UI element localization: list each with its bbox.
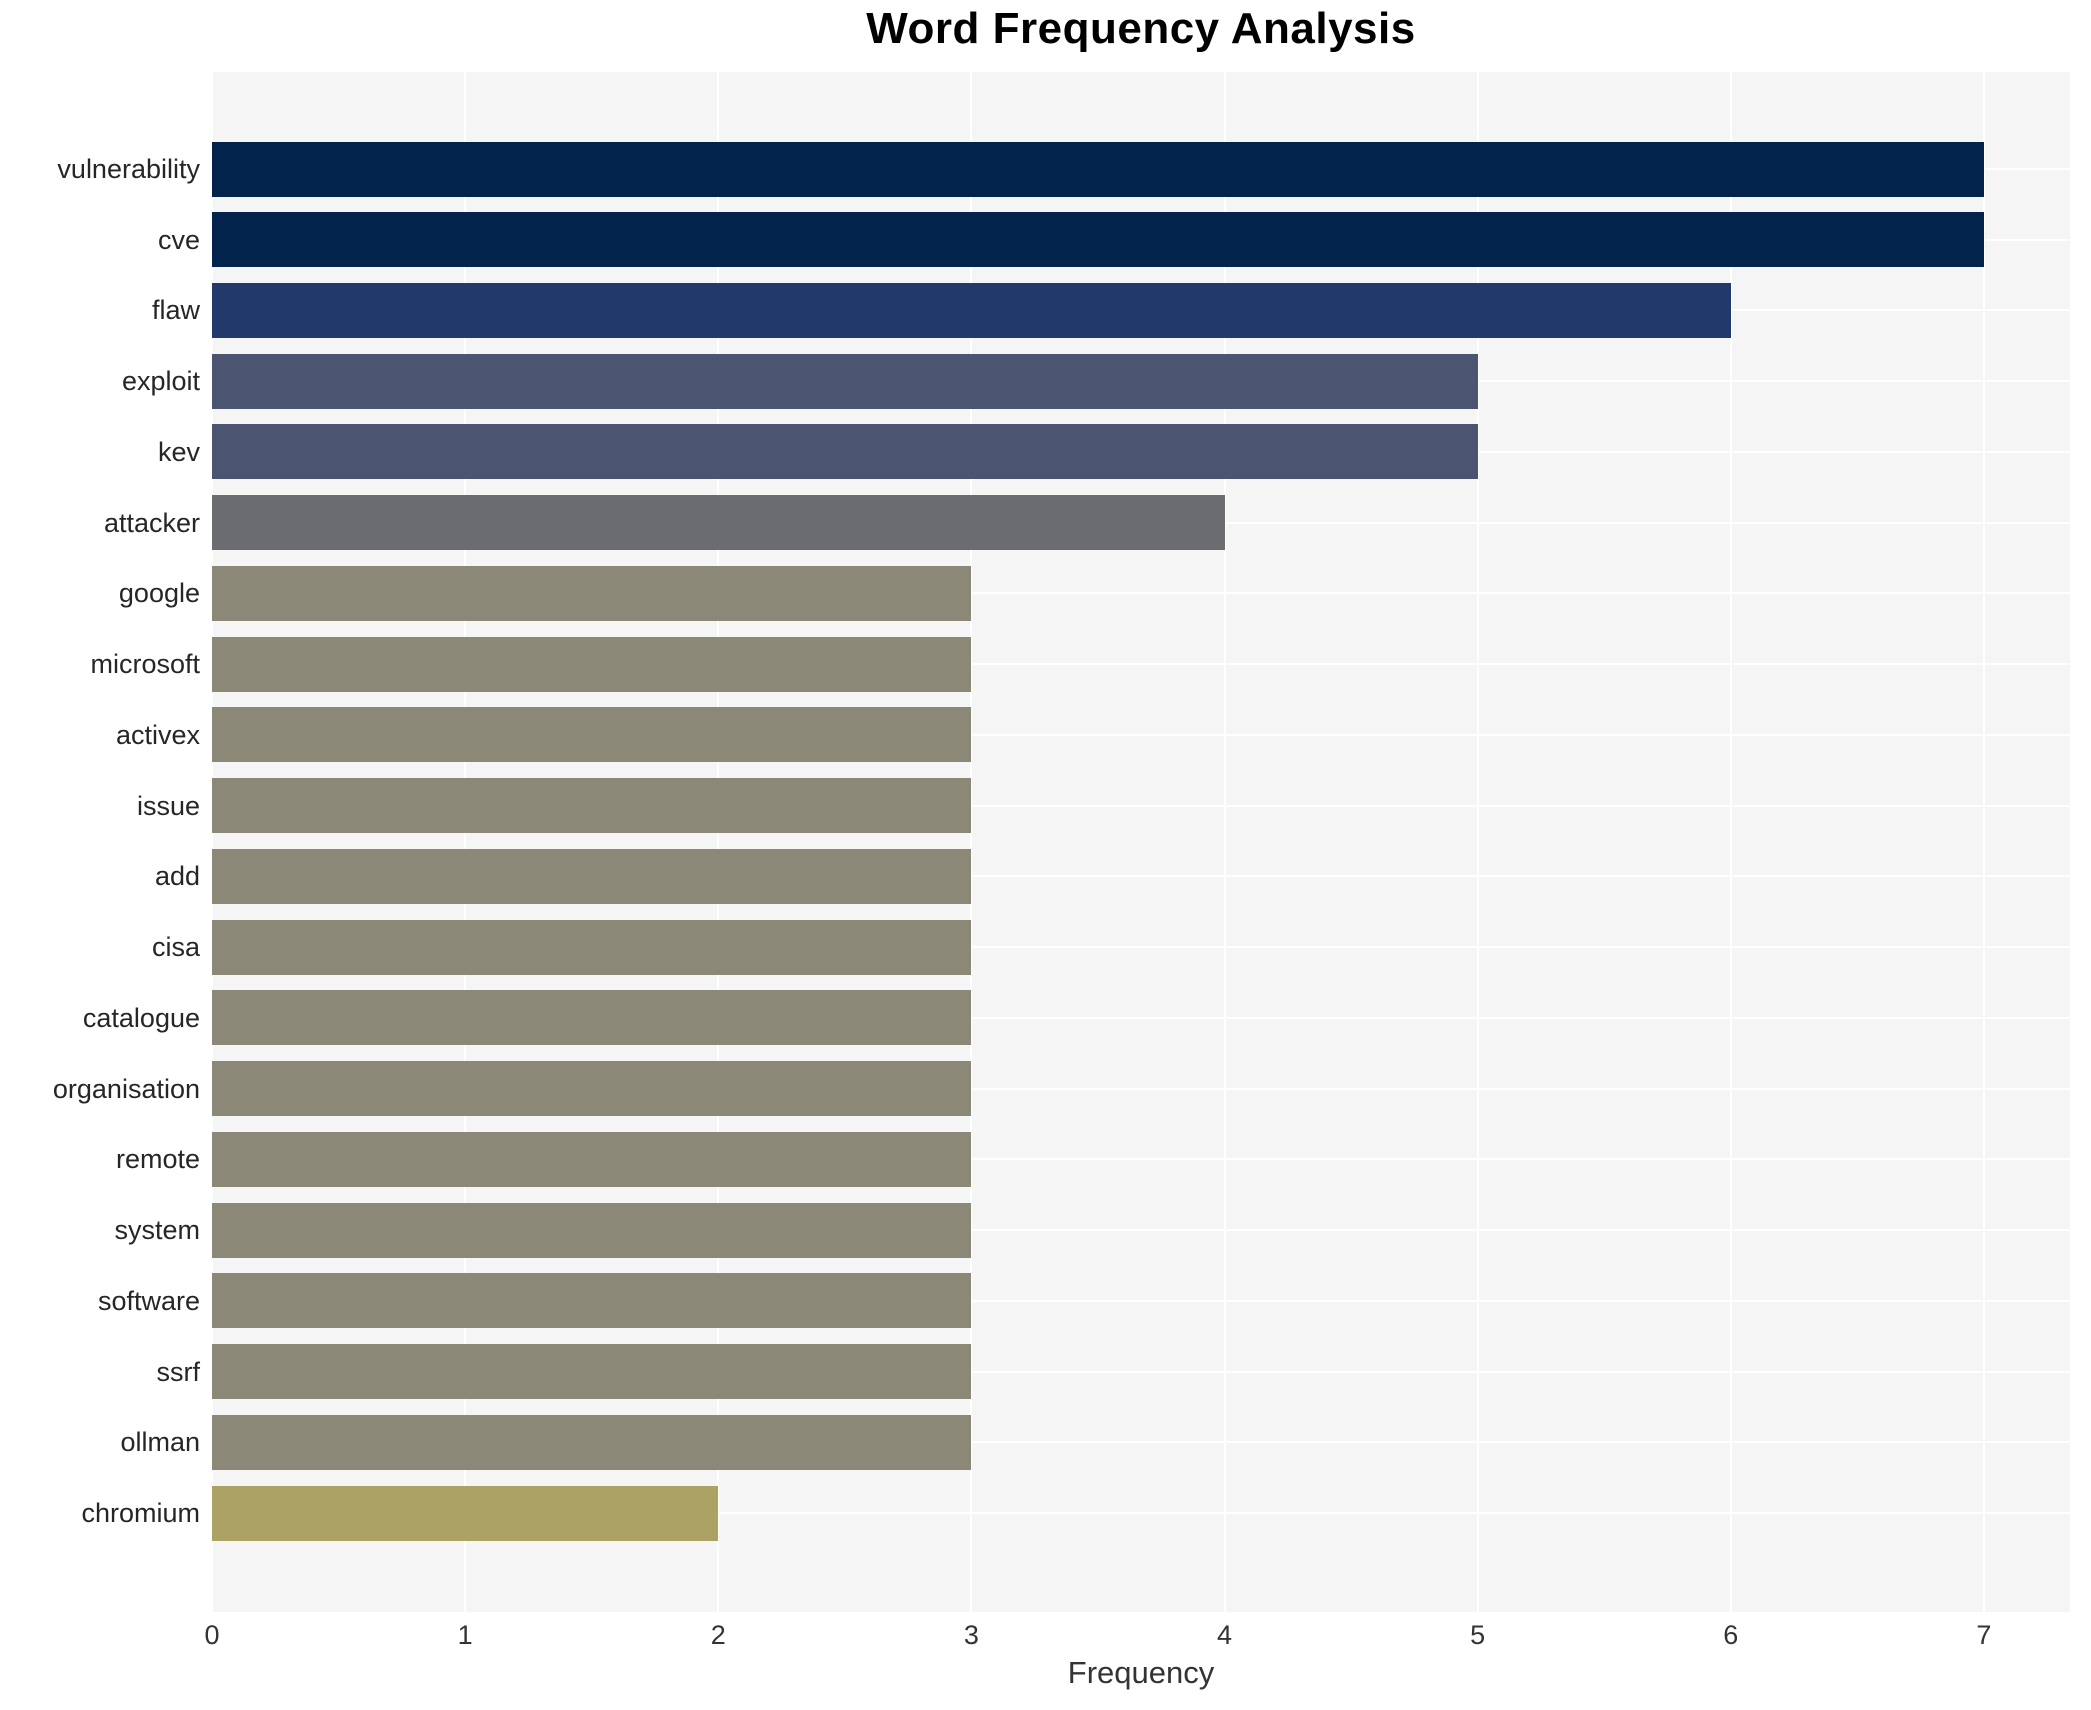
bar-software xyxy=(212,1273,972,1329)
y-tick-label-activex: activex xyxy=(115,719,200,750)
vertical-gridline xyxy=(717,72,720,1612)
y-tick-label-exploit: exploit xyxy=(121,366,200,397)
bar-attacker xyxy=(212,495,1225,551)
chart-title: Word Frequency Analysis xyxy=(866,4,1416,53)
y-tick-label-cisa: cisa xyxy=(151,932,200,963)
y-tick-label-add: add xyxy=(154,861,200,892)
y-tick-label-system: system xyxy=(114,1215,200,1246)
x-axis-label: Frequency xyxy=(1067,1655,1215,1690)
bar-cisa xyxy=(212,919,972,975)
horizontal-gridline xyxy=(212,1370,2070,1373)
horizontal-gridline xyxy=(212,875,2070,878)
x-tick-label-7: 7 xyxy=(1976,1620,1992,1650)
vertical-gridline xyxy=(1476,72,1479,1612)
bar-activex xyxy=(212,707,972,763)
horizontal-gridline xyxy=(212,1299,2070,1302)
y-tick-label-attacker: attacker xyxy=(103,507,200,538)
bar-exploit xyxy=(212,353,1478,409)
vertical-gridline xyxy=(1982,72,1985,1612)
y-tick-label-flaw: flaw xyxy=(151,295,200,326)
bar-catalogue xyxy=(212,990,972,1046)
y-tick-label-kev: kev xyxy=(157,436,200,467)
bar-vulnerability xyxy=(212,141,1984,197)
bar-cve xyxy=(212,212,1984,268)
bar-system xyxy=(212,1202,972,1258)
horizontal-gridline xyxy=(212,1229,2070,1232)
plot-area xyxy=(212,72,2070,1612)
x-tick-label-6: 6 xyxy=(1723,1620,1739,1650)
x-tick-label-4: 4 xyxy=(1217,1620,1233,1650)
vertical-gridline xyxy=(1223,72,1226,1612)
y-tick-label-ssrf: ssrf xyxy=(156,1356,201,1387)
horizontal-gridline xyxy=(212,592,2070,595)
y-tick-label-google: google xyxy=(118,578,200,609)
horizontal-gridline xyxy=(212,733,2070,736)
y-tick-label-software: software xyxy=(97,1285,200,1316)
y-tick-label-cve: cve xyxy=(157,224,200,255)
x-tick-label-5: 5 xyxy=(1470,1620,1486,1650)
bar-google xyxy=(212,565,972,621)
horizontal-gridline xyxy=(212,804,2070,807)
bar-microsoft xyxy=(212,636,972,692)
vertical-gridline xyxy=(464,72,467,1612)
x-tick-label-2: 2 xyxy=(710,1620,726,1650)
y-tick-label-ollman: ollman xyxy=(120,1427,200,1458)
horizontal-gridline xyxy=(212,663,2070,666)
y-tick-label-organisation: organisation xyxy=(52,1073,200,1104)
horizontal-gridline xyxy=(212,1087,2070,1090)
bar-flaw xyxy=(212,282,1731,338)
vertical-gridline xyxy=(1729,72,1732,1612)
y-tick-label-microsoft: microsoft xyxy=(90,649,200,680)
bar-remote xyxy=(212,1131,972,1187)
horizontal-gridline xyxy=(212,1512,2070,1515)
y-tick-label-catalogue: catalogue xyxy=(82,1002,200,1033)
horizontal-gridline xyxy=(212,1158,2070,1161)
y-tick-label-remote: remote xyxy=(115,1144,200,1175)
y-tick-label-issue: issue xyxy=(136,790,200,821)
horizontal-gridline xyxy=(212,1016,2070,1019)
x-tick-label-3: 3 xyxy=(963,1620,979,1650)
y-tick-label-chromium: chromium xyxy=(81,1498,200,1529)
bar-add xyxy=(212,848,972,904)
bar-organisation xyxy=(212,1061,972,1117)
bar-ssrf xyxy=(212,1344,972,1400)
y-tick-label-vulnerability: vulnerability xyxy=(57,154,200,184)
x-tick-label-0: 0 xyxy=(204,1620,220,1650)
bar-ollman xyxy=(212,1414,972,1470)
bar-issue xyxy=(212,778,972,834)
bar-kev xyxy=(212,424,1478,480)
vertical-gridline xyxy=(212,72,213,1612)
vertical-gridline xyxy=(970,72,973,1612)
horizontal-gridline xyxy=(212,946,2070,949)
horizontal-gridline xyxy=(212,1441,2070,1444)
x-tick-label-1: 1 xyxy=(457,1620,473,1650)
bar-chromium xyxy=(212,1485,719,1541)
